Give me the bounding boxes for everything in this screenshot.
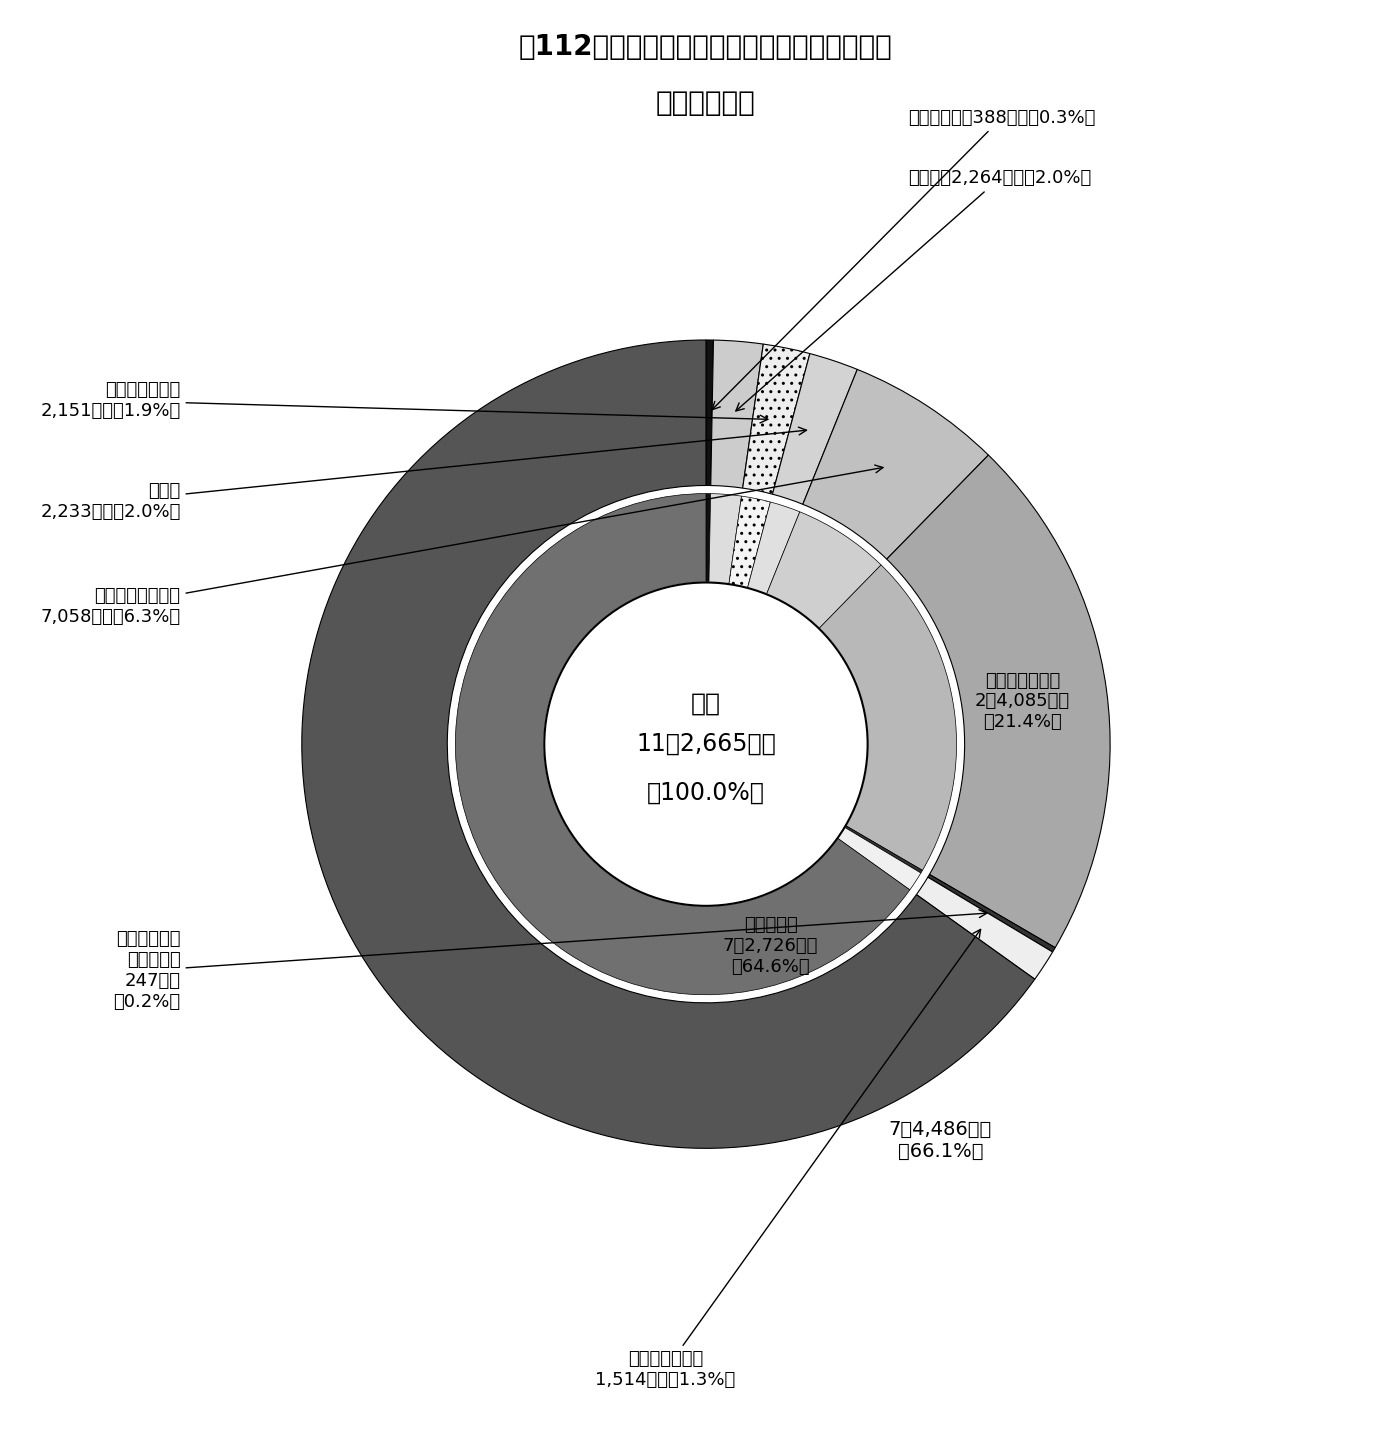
Wedge shape	[844, 826, 923, 874]
Text: 保健事業費　388億円（0.3%）: 保健事業費 388億円（0.3%）	[713, 109, 1095, 409]
Text: （100.0%）: （100.0%）	[647, 780, 764, 805]
Wedge shape	[455, 494, 910, 994]
Text: 保
険
給
付
費: 保 険 給 付 費	[1163, 628, 1177, 740]
Text: 共同事業拠出金
2,151億円（1.9%）: 共同事業拠出金 2,151億円（1.9%）	[41, 381, 767, 424]
Wedge shape	[708, 494, 742, 584]
Wedge shape	[706, 341, 714, 485]
Wedge shape	[742, 344, 809, 494]
Text: 介護給付費納付金
7,058億円（6.3%）: 介護給付費納付金 7,058億円（6.3%）	[41, 464, 883, 626]
Text: 歳出: 歳出	[692, 692, 721, 716]
Wedge shape	[917, 877, 1053, 980]
Text: 診療報酬審査
支払手数料
247億円
（0.2%）: 診療報酬審査 支払手数料 247億円 （0.2%）	[113, 910, 987, 1010]
Text: 7兆4,486億円
（66.1%）: 7兆4,486億円 （66.1%）	[889, 1120, 993, 1160]
Text: 総務費
2,233億円（2.0%）: 総務費 2,233億円（2.0%）	[41, 427, 806, 521]
Wedge shape	[766, 513, 881, 629]
Text: 療養諸費等
7兆2,726億円
（64.6%）: 療養諸費等 7兆2,726億円 （64.6%）	[722, 916, 819, 976]
Wedge shape	[886, 456, 1110, 948]
Wedge shape	[729, 496, 770, 588]
Wedge shape	[748, 502, 799, 594]
Wedge shape	[711, 341, 763, 488]
Wedge shape	[706, 494, 711, 582]
Text: その他　2,264億円（2.0%）: その他 2,264億円（2.0%）	[736, 169, 1091, 411]
Wedge shape	[802, 370, 988, 559]
Circle shape	[545, 582, 868, 906]
Wedge shape	[302, 341, 1035, 1149]
Text: 第112図　国民健康保険事業の歳出決算の状況: 第112図 国民健康保険事業の歳出決算の状況	[519, 33, 893, 61]
Text: 老人保健拠出金
2兆4,085億円
（21.4%）: 老人保健拠出金 2兆4,085億円 （21.4%）	[974, 671, 1070, 731]
Wedge shape	[819, 565, 956, 871]
Wedge shape	[928, 875, 1056, 952]
Wedge shape	[837, 827, 921, 890]
Text: その他の給付費
1,514億円（1.3%）: その他の給付費 1,514億円（1.3%）	[595, 929, 980, 1389]
Wedge shape	[773, 354, 857, 504]
Text: 11兆2,665億円: 11兆2,665億円	[636, 732, 776, 756]
Text: （事業勘定）: （事業勘定）	[657, 89, 756, 118]
